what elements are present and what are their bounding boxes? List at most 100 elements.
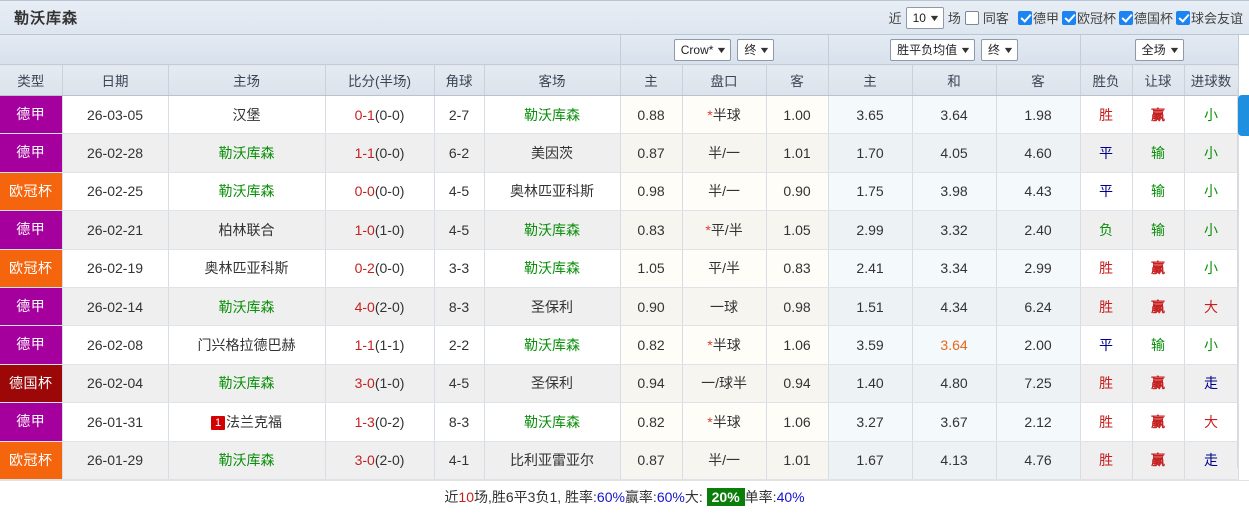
filter-label-dfb: 德国杯 [1133,11,1173,26]
cell-home[interactable]: 奥林匹亚科斯 [168,249,326,288]
filter-checkbox-dfb[interactable] [1118,10,1133,25]
cell-score[interactable]: 3-0(1-0) [325,364,435,404]
cell-league[interactable]: 德甲 [0,402,63,442]
cell-league[interactable]: 德甲 [0,287,63,327]
cell-away[interactable]: 勒沃库森 [484,210,621,250]
cell-handicap-result: 赢 [1132,402,1185,442]
cell-result: 胜 [1080,364,1133,404]
same-away-checkbox[interactable] [964,10,979,25]
europe-odds-value: 胜平负均值 [897,42,958,57]
cell-home[interactable]: 1 法兰克福 [168,402,326,442]
score-full: 1-1 [354,337,375,354]
table-row[interactable]: 德甲 26-02-14 勒沃库森 4-0(2-0) 8-3 圣保利 0.90 一球 0.98 1.… [0,287,1239,327]
handicap-stage-value: 终 [744,42,757,57]
score-half: (2-0) [374,298,405,315]
col-header-hand-home[interactable]: 主 [620,64,683,96]
col-header-corner[interactable]: 角球 [434,64,485,96]
col-header-type[interactable]: 类型 [0,64,63,96]
cell-result: 负 [1080,210,1133,250]
recent-count-select[interactable]: 10 ▼ [905,6,944,29]
handicap-result-badge: 赢 [1151,298,1166,315]
cell-date: 26-02-21 [62,210,169,250]
cell-hand-away: 0.94 [766,364,829,404]
scope-select[interactable]: 全场 ▼ [1134,38,1184,61]
cell-away[interactable]: 勒沃库森 [484,325,621,365]
cell-home[interactable]: 柏林联合 [168,210,326,250]
page-title: 勒沃库森 [14,10,79,27]
filter-checkbox-ucl[interactable] [1061,10,1076,25]
cell-home[interactable]: 勒沃库森 [168,133,326,173]
cell-score[interactable]: 1-0(1-0) [325,210,435,250]
table-row[interactable]: 德国杯 26-02-04 勒沃库森 3-0(1-0) 4-5 圣保利 0.94 一/球半 0.9… [0,364,1239,404]
cell-league[interactable]: 德甲 [0,325,63,365]
table-row[interactable]: 德甲 26-03-05 汉堡 0-1(0-0) 2-7 勒沃库森 0.88 *半球 1.00 3.… [0,95,1239,135]
league-badge: 欧冠杯 [0,441,61,479]
cell-away[interactable]: 勒沃库森 [484,402,621,442]
score-half: (1-0) [374,375,405,392]
cell-league[interactable]: 欧冠杯 [0,172,63,212]
filter-checkbox-friendly[interactable] [1175,10,1190,25]
table-row[interactable]: 德甲 26-02-08 门兴格拉德巴赫 1-1(1-1) 2-2 勒沃库森 0.82 *半球 1… [0,325,1239,365]
col-header-score[interactable]: 比分(半场) [325,64,435,96]
cell-away[interactable]: 勒沃库森 [484,95,621,135]
cell-eur-away: 4.60 [996,133,1081,173]
cell-eur-away: 4.43 [996,172,1081,212]
cell-away[interactable]: 比利亚雷亚尔 [484,441,621,480]
col-header-handicap-result[interactable]: 让球 [1132,64,1185,96]
away-team-name: 勒沃库森 [524,260,581,277]
cell-home[interactable]: 门兴格拉德巴赫 [168,325,326,365]
cell-home[interactable]: 汉堡 [168,95,326,135]
col-header-away[interactable]: 客场 [484,64,621,96]
cell-away[interactable]: 圣保利 [484,364,621,404]
col-header-home[interactable]: 主场 [168,64,326,96]
col-header-eur-draw[interactable]: 和 [912,64,997,96]
cell-away[interactable]: 圣保利 [484,287,621,327]
cell-eur-draw: 3.67 [912,402,997,442]
side-panel-handle[interactable] [1238,95,1249,136]
col-header-eur-away[interactable]: 客 [996,64,1081,96]
cell-away[interactable]: 勒沃库森 [484,249,621,288]
cell-score[interactable]: 1-1(0-0) [325,133,435,173]
cell-score[interactable]: 1-3(0-2) [325,402,435,442]
cell-home[interactable]: 勒沃库森 [168,441,326,480]
col-header-date[interactable]: 日期 [62,64,169,96]
table-row[interactable]: 德甲 26-01-31 1 法兰克福 1-3(0-2) 8-3 勒沃库森 0.82 *半球 1.0… [0,402,1239,442]
cell-score[interactable]: 0-0(0-0) [325,172,435,212]
cell-league[interactable]: 欧冠杯 [0,249,63,288]
cell-score[interactable]: 1-1(1-1) [325,325,435,365]
table-row[interactable]: 德甲 26-02-21 柏林联合 1-0(1-0) 4-5 勒沃库森 0.83 *平/半 1.0… [0,210,1239,250]
col-header-goals[interactable]: 进球数 [1184,64,1239,96]
filter-checkbox-bundesliga[interactable] [1017,10,1032,25]
col-header-hand-line[interactable]: 盘口 [682,64,767,96]
cell-away[interactable]: 奥林匹亚科斯 [484,172,621,212]
cell-away[interactable]: 美因茨 [484,133,621,173]
col-header-hand-away[interactable]: 客 [766,64,829,96]
cell-league[interactable]: 德甲 [0,95,63,135]
cell-corner: 4-5 [434,172,485,212]
home-team-name: 法兰克福 [226,413,282,430]
cell-league[interactable]: 欧冠杯 [0,441,63,480]
cell-home[interactable]: 勒沃库森 [168,287,326,327]
cell-home[interactable]: 勒沃库森 [168,172,326,212]
table-row[interactable]: 欧冠杯 26-01-29 勒沃库森 3-0(2-0) 4-1 比利亚雷亚尔 0.87 半/一 1… [0,441,1239,480]
cell-score[interactable]: 0-1(0-0) [325,95,435,135]
bookmaker-select[interactable]: Crow* ▼ [673,38,732,61]
table-row[interactable]: 欧冠杯 26-02-25 勒沃库森 0-0(0-0) 4-5 奥林匹亚科斯 0.98 半/一 0… [0,172,1239,212]
col-header-eur-home[interactable]: 主 [828,64,913,96]
col-header-result[interactable]: 胜负 [1080,64,1133,96]
cell-score[interactable]: 3-0(2-0) [325,441,435,480]
cell-score[interactable]: 4-0(2-0) [325,287,435,327]
handicap-stage-select[interactable]: 终 ▼ [737,38,775,61]
cell-league[interactable]: 德甲 [0,210,63,250]
matches-label: 场 [947,11,961,26]
away-team-name: 勒沃库森 [524,413,581,430]
table-row[interactable]: 德甲 26-02-28 勒沃库森 1-1(0-0) 6-2 美因茨 0.87 半/一 1.01 1… [0,133,1239,173]
table-row[interactable]: 欧冠杯 26-02-19 奥林匹亚科斯 0-2(0-0) 3-3 勒沃库森 1.05 平/半 0… [0,249,1239,288]
cell-league[interactable]: 德国杯 [0,364,63,404]
europe-odds-select[interactable]: 胜平负均值 ▼ [890,38,976,61]
score-half: (0-0) [374,145,405,162]
cell-league[interactable]: 德甲 [0,133,63,173]
europe-stage-select[interactable]: 终 ▼ [981,38,1018,61]
cell-score[interactable]: 0-2(0-0) [325,249,435,288]
cell-home[interactable]: 勒沃库森 [168,364,326,404]
